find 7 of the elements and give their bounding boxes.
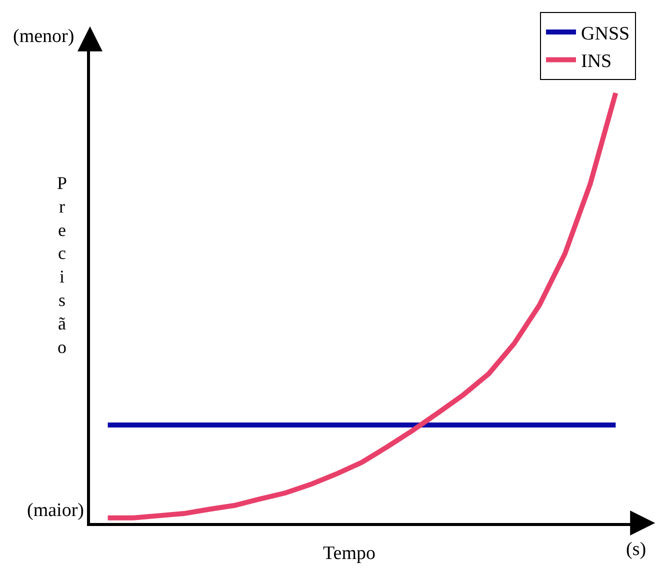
legend-label: INS — [581, 51, 612, 72]
text: (maior) — [27, 500, 84, 521]
legend-label: GNSS — [581, 23, 630, 44]
text: (s) — [626, 539, 646, 560]
text: (menor) — [13, 26, 74, 47]
y-axis-title: Precisão — [57, 173, 68, 357]
x-axis-title: Tempo — [323, 543, 376, 564]
